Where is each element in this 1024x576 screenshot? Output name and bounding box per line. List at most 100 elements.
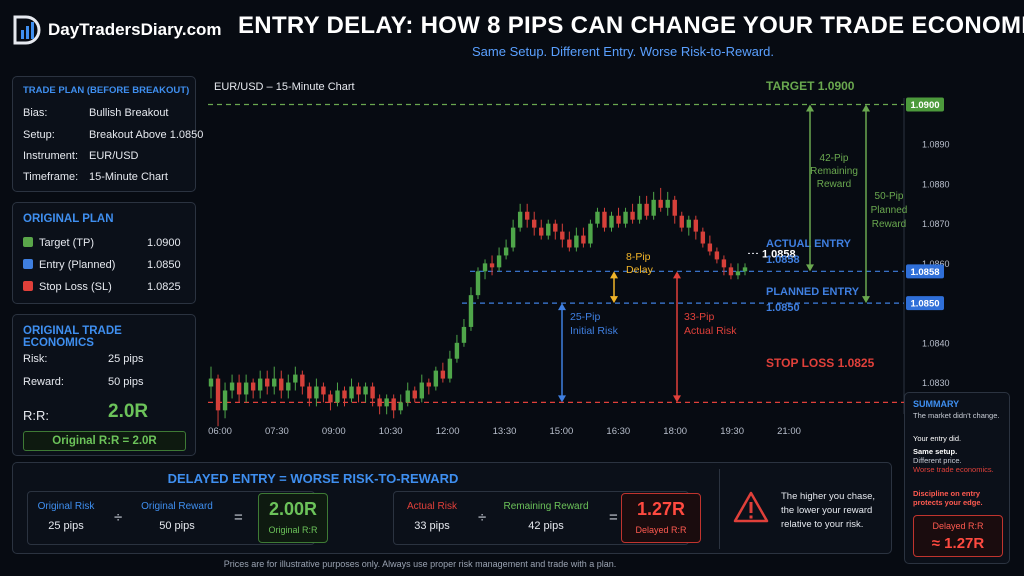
summary-line-2: Your entry did.	[913, 434, 962, 443]
candle-body	[658, 199, 663, 208]
entry-swatch	[23, 259, 33, 269]
x-tick-label: 06:00	[208, 426, 232, 437]
trade-plan-row: Instrument:	[23, 150, 78, 162]
candle-body	[707, 243, 713, 252]
logo-icon	[13, 15, 41, 45]
candle-body	[286, 382, 291, 391]
price-tag	[906, 97, 944, 112]
rr-value: 2.0R	[108, 401, 149, 422]
original-plan-title: ORIGINAL PLAN	[23, 213, 114, 225]
candle-body	[222, 390, 228, 411]
risk-value: 25 pips	[108, 353, 144, 365]
candle-body	[314, 386, 319, 399]
divide-sign: ÷	[478, 509, 487, 526]
summary-line-1: The market didn't change.	[913, 411, 1000, 420]
candle-body	[250, 382, 256, 391]
candle-body	[398, 402, 403, 411]
candle-body	[532, 219, 537, 228]
trade-plan-row: Bias:	[23, 107, 47, 119]
remaining-reward-text: Reward	[817, 179, 851, 190]
candle-body	[342, 390, 347, 399]
row-label: Entry (Planned)	[39, 259, 116, 271]
price-chart: EUR/USD – 15-Minute Chart 1.0890 1.0880 1.…	[208, 79, 950, 437]
economics-title: ORIGINAL TRADE ECONOMICS	[23, 325, 122, 349]
candle-body	[349, 386, 354, 399]
candle-body	[454, 342, 460, 359]
candle-body	[560, 231, 565, 240]
warning-line-3: relative to your risk.	[781, 519, 864, 530]
warning-icon	[733, 491, 769, 523]
target-swatch	[23, 237, 33, 247]
trade-plan-value: EUR/USD	[89, 150, 139, 162]
trade-plan-panel: TRADE PLAN (BEFORE BREAKOUT) Bias: Bulli…	[12, 76, 203, 192]
actual-risk-value: 33 pips	[414, 520, 450, 532]
candle-body	[496, 255, 502, 268]
candle-body	[665, 199, 670, 208]
candle-body	[581, 235, 586, 244]
candle-body	[440, 370, 446, 379]
footer-disclaimer: Prices are for illustrative purposes onl…	[223, 559, 617, 569]
candle-body	[300, 374, 305, 387]
x-tick-label: 09:00	[322, 426, 346, 437]
remaining-reward-value: 42 pips	[528, 520, 564, 532]
equals-sign: =	[609, 509, 618, 526]
initial-risk-text: Initial Risk	[570, 325, 619, 337]
candle-body	[728, 267, 734, 276]
orig-rr-value: 2.00R	[268, 499, 318, 519]
candle-body	[489, 263, 495, 268]
last-price-label: 1.0858	[762, 248, 796, 260]
initial-risk-text: 25-Pip	[570, 311, 601, 323]
actual-risk-label: Actual Risk	[406, 501, 457, 512]
candle-body	[461, 326, 467, 343]
initial-risk-arrow-head-bottom	[558, 395, 566, 403]
original-rr-box: 2.00R Original R:R	[258, 493, 328, 543]
candle-body	[468, 295, 474, 327]
actual-risk-arrow-head-top	[673, 271, 681, 279]
remaining-reward-arrow-head-top	[806, 104, 814, 112]
candle-body	[482, 263, 488, 272]
planned-reward-arrow-head-top	[862, 104, 870, 112]
row-value: EUR/USD	[89, 150, 139, 162]
row-value: 15-Minute Chart	[89, 171, 168, 183]
y-ticks: 1.08901.08801.08701.08601.08401.08301.08…	[922, 140, 950, 428]
y-tick-label: 1.0860	[922, 259, 950, 269]
y-tick-label: 1.0890	[922, 140, 950, 150]
orig-rr-label: Original R:R	[268, 525, 318, 535]
actual-risk-text: 33-Pip	[684, 311, 715, 323]
x-tick-label: 18:00	[663, 426, 687, 437]
y-tick-label: 1.0830	[922, 378, 950, 388]
actual-entry-price: 1.0858	[766, 254, 800, 266]
planned-reward-text: 50-Pip	[875, 191, 904, 202]
orig-risk-label: Original Risk	[37, 501, 95, 512]
candle-body	[370, 386, 375, 399]
trade-plan-title: TRADE PLAN (BEFORE BREAKOUT)	[23, 85, 190, 96]
planned-entry-price: 1.0850	[766, 302, 800, 314]
delay-text: 8-Pip	[626, 251, 651, 263]
x-tick-label: 15:00	[550, 426, 574, 437]
candle-body	[412, 390, 417, 399]
warning-line-1: The higher you chase,	[781, 491, 876, 502]
plan-value-stop: 1.0825	[147, 281, 181, 293]
plan-value-target: 1.0900	[147, 237, 181, 249]
remaining-reward-arrow-head-bottom	[806, 264, 814, 272]
candle-body	[574, 235, 579, 248]
x-tick-label: 16:30	[606, 426, 630, 437]
summary-line-5: Worse trade economics.	[913, 465, 994, 474]
brand-name[interactable]: DayTradersDiary.com	[48, 20, 222, 39]
x-tick-label: 10:30	[379, 426, 403, 437]
trade-plan-value: Breakout Above 1.0850	[89, 129, 203, 141]
candle-body	[567, 239, 572, 248]
candle-body	[229, 382, 235, 391]
orig-reward-label: Original Reward	[141, 501, 213, 512]
y-tick-label: 1.0880	[922, 179, 950, 189]
candle-body	[363, 386, 368, 395]
plan-row-target: Target (TP)	[23, 237, 94, 249]
original-plan-panel: ORIGINAL PLAN Target (TP) 1.0900 Entry (…	[12, 202, 196, 304]
page-title: ENTRY DELAY: HOW 8 PIPS CAN CHANGE YOUR …	[238, 12, 1024, 39]
candle-body	[335, 390, 340, 403]
candle-body	[588, 223, 593, 244]
candle-body	[700, 231, 706, 244]
x-tick-label: 13:30	[493, 426, 517, 437]
delayed-entry-banner: DELAYED ENTRY = WORSE RISK-TO-REWARD Ori…	[12, 462, 892, 554]
stop-swatch	[23, 281, 33, 291]
